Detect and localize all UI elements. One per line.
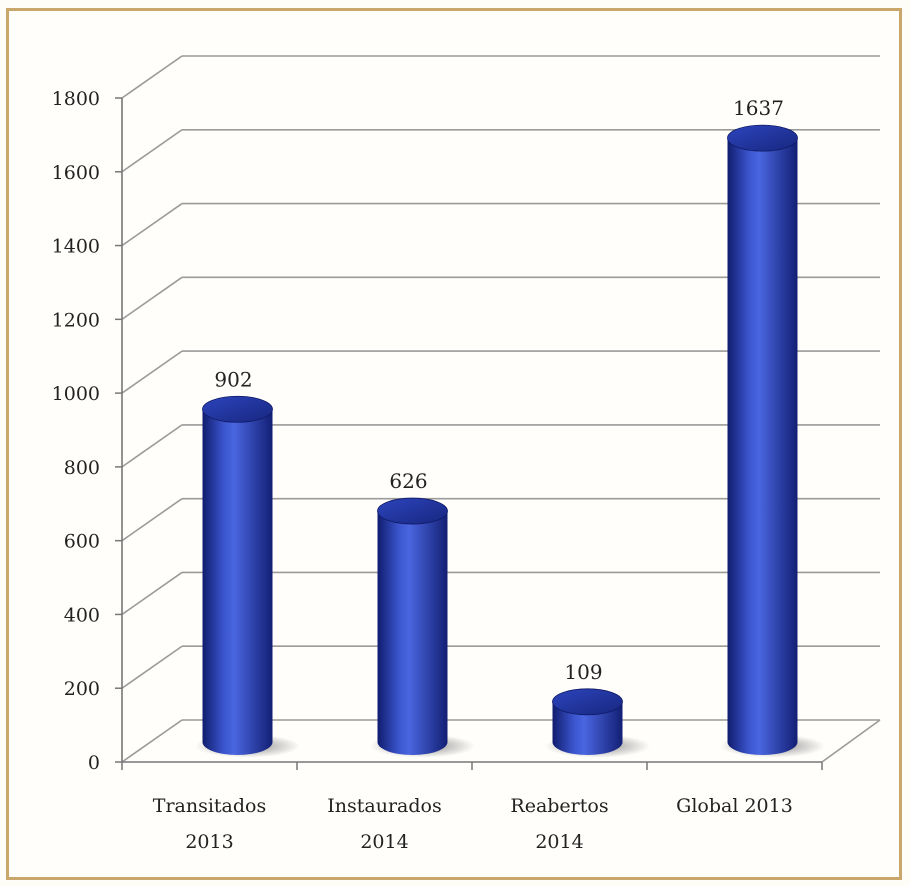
y-tick-label: 1000 <box>52 383 100 405</box>
gridline-diagonal <box>121 645 183 689</box>
y-tick-label: 200 <box>64 678 100 700</box>
y-tick-label: 1200 <box>52 309 100 331</box>
y-tick-label: 1400 <box>52 236 100 258</box>
data-label: 109 <box>564 660 602 684</box>
x-category-label: 2014 <box>360 831 408 853</box>
bar <box>195 395 300 758</box>
gridline-diagonal <box>121 276 183 320</box>
x-category-label: 2013 <box>185 831 233 853</box>
data-label: 626 <box>389 469 427 493</box>
data-label: 902 <box>214 367 252 391</box>
y-tick-label: 400 <box>64 604 100 626</box>
y-tick-label: 800 <box>64 457 100 479</box>
gridline-diagonal <box>121 55 183 99</box>
labels: 0 200 400 600 800 1000 1200 1400 1600 1800 902 626 1… <box>52 88 793 853</box>
y-tick-label: 1600 <box>52 162 100 184</box>
data-label: 1637 <box>733 96 784 120</box>
gridline-diagonal <box>121 719 183 763</box>
gridline-diagonal <box>121 571 183 616</box>
bar <box>370 497 475 758</box>
x-category-label: Global 2013 <box>676 795 793 817</box>
bar <box>545 688 650 758</box>
bar <box>720 124 825 758</box>
gridline-diagonal <box>121 424 183 468</box>
y-tick-label: 600 <box>64 531 100 553</box>
axes <box>115 97 823 770</box>
x-category-label: Transitados <box>153 795 266 817</box>
y-tick-label: 1800 <box>52 88 100 110</box>
gridline-diagonal <box>121 350 183 394</box>
y-tick-label: 0 <box>88 752 100 774</box>
gridline-diagonal <box>121 202 183 247</box>
floor-edge <box>821 719 881 763</box>
gridline-diagonal <box>121 498 183 542</box>
x-category-label: 2014 <box>535 831 583 853</box>
x-category-label: Instaurados <box>327 795 441 817</box>
x-category-label: Reabertos <box>510 795 608 817</box>
gridline-diagonal <box>121 129 183 173</box>
bars <box>195 124 825 758</box>
